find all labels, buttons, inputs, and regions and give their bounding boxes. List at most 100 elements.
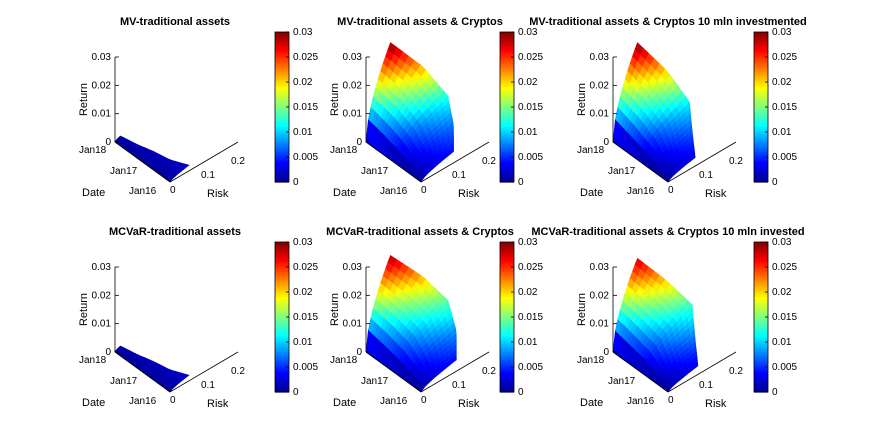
colorbar-tick-label: 0.025 <box>293 52 318 63</box>
colorbar-segment <box>275 174 289 178</box>
colorbar-segment <box>754 44 768 48</box>
axes <box>612 267 737 393</box>
z-tick-label: 0 <box>105 347 111 358</box>
colorbar-segment <box>500 164 514 168</box>
colorbar-segment <box>754 272 768 276</box>
colorbar-segment <box>275 349 289 353</box>
colorbar-segment <box>500 157 514 161</box>
colorbar-segment <box>275 252 289 256</box>
colorbar-segment <box>275 117 289 121</box>
colorbar-segment <box>275 59 289 63</box>
colorbar-tick-label: 0 <box>518 387 524 398</box>
colorbar-segment <box>754 254 768 258</box>
date-tick-label: Jan18 <box>330 355 358 366</box>
date-axis-label: Date <box>333 187 356 199</box>
surface <box>365 42 454 183</box>
colorbar-segment <box>275 179 289 183</box>
colorbar-tick-label: 0.005 <box>518 362 543 373</box>
colorbar-segment <box>500 342 514 346</box>
colorbar-segment <box>754 142 768 146</box>
surface <box>612 42 696 183</box>
colorbar-segment <box>754 334 768 338</box>
chart-title: MV-traditional assets & Cryptos 10 mln i… <box>529 16 807 28</box>
colorbar-tick-label: 0.02 <box>772 77 792 88</box>
colorbar-tick-label: 0.01 <box>293 127 313 138</box>
colorbar-segment <box>500 152 514 156</box>
colorbar-segment <box>754 109 768 113</box>
z-axis-label: Return <box>329 293 341 326</box>
axes <box>365 57 490 183</box>
colorbar: 0 0.005 0.01 0.015 0.02 0.025 0.03 <box>499 27 543 188</box>
colorbar-segment <box>500 174 514 178</box>
colorbar-segment <box>500 317 514 321</box>
date-tick-label: Jan18 <box>577 355 605 366</box>
colorbar-tick-label: 0.005 <box>772 362 797 373</box>
risk-tick-label: 0.1 <box>699 380 713 391</box>
z-tick-label: 0.02 <box>92 290 112 301</box>
colorbar-segment <box>275 292 289 296</box>
colorbar-segment <box>754 144 768 148</box>
colorbar-segment <box>754 69 768 73</box>
colorbar-segment <box>275 119 289 123</box>
date-axis <box>612 351 669 393</box>
axes <box>114 57 239 183</box>
colorbar-segment <box>754 122 768 126</box>
colorbar-segment <box>275 69 289 73</box>
colorbar-segment <box>275 124 289 128</box>
colorbar-segment <box>275 67 289 71</box>
colorbar-segment <box>754 242 768 246</box>
surface <box>612 257 699 393</box>
colorbar-segment <box>754 324 768 328</box>
subplot-5: MCVaR-traditional assets & Cryptos00.010… <box>326 226 543 410</box>
colorbar-segment <box>754 307 768 311</box>
colorbar-segment <box>500 77 514 81</box>
colorbar-segment <box>754 177 768 181</box>
colorbar-segment <box>275 242 289 246</box>
colorbar-segment <box>500 107 514 111</box>
colorbar-segment <box>500 337 514 341</box>
colorbar-segment <box>754 149 768 153</box>
date-axis-label: Date <box>580 187 603 199</box>
colorbar-segment <box>500 87 514 91</box>
colorbar-tick-label: 0 <box>772 177 778 188</box>
z-tick-label: 0.02 <box>343 80 363 91</box>
colorbar-tick-label: 0.025 <box>293 262 318 273</box>
surface <box>114 345 190 393</box>
colorbar-segment <box>500 312 514 316</box>
colorbar-segment <box>500 62 514 66</box>
colorbar-segment <box>275 84 289 88</box>
colorbar-segment <box>275 384 289 388</box>
date-tick-label: Jan17 <box>608 166 636 177</box>
colorbar-segment <box>754 309 768 313</box>
colorbar-segment <box>500 67 514 71</box>
colorbar-tick-label: 0.01 <box>772 127 792 138</box>
z-tick-label: 0.01 <box>590 109 610 120</box>
colorbar-segment <box>500 44 514 48</box>
colorbar-segment <box>754 262 768 266</box>
risk-tick-label: 0.1 <box>452 380 466 391</box>
colorbar-segment <box>500 304 514 308</box>
risk-axis-label: Risk <box>705 398 727 410</box>
colorbar-segment <box>275 289 289 293</box>
colorbar-segment <box>754 117 768 121</box>
colorbar-segment <box>500 79 514 83</box>
colorbar-segment <box>754 252 768 256</box>
colorbar-segment <box>754 162 768 166</box>
colorbar-segment <box>500 354 514 358</box>
colorbar-tick-label: 0 <box>293 387 299 398</box>
surface-patch <box>634 42 644 55</box>
colorbar-segment <box>275 319 289 323</box>
colorbar-tick-label: 0.015 <box>772 102 797 113</box>
colorbar-segment <box>500 57 514 61</box>
risk-tick-label: 0 <box>170 395 176 406</box>
colorbar-segment <box>754 102 768 106</box>
colorbar-segment <box>500 369 514 373</box>
colorbar-segment <box>754 349 768 353</box>
z-tick-label: 0.03 <box>590 52 610 63</box>
colorbar-segment <box>500 32 514 36</box>
colorbar-segment <box>500 54 514 58</box>
colorbar-segment <box>500 379 514 383</box>
subplot-2: MV-traditional assets & Cryptos 0 0.01 0.02… <box>329 16 543 200</box>
colorbar-segment <box>275 82 289 86</box>
colorbar-segment <box>500 127 514 131</box>
